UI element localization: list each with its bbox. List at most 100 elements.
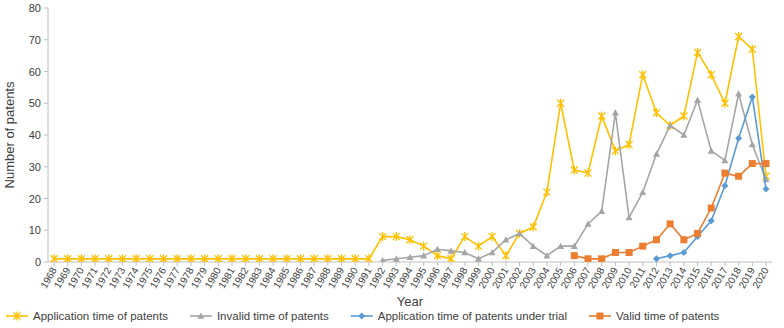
data-point bbox=[365, 254, 372, 262]
data-point bbox=[612, 249, 619, 256]
data-point bbox=[543, 188, 550, 197]
x-tick bbox=[697, 262, 698, 266]
data-point bbox=[598, 255, 605, 262]
data-point bbox=[92, 254, 99, 262]
data-point bbox=[571, 243, 578, 249]
data-point bbox=[735, 90, 742, 96]
x-axis-title: Year bbox=[397, 294, 424, 309]
data-point bbox=[598, 111, 605, 120]
x-tick bbox=[437, 262, 438, 266]
y-tick-label: 60 bbox=[29, 66, 41, 78]
x-tick bbox=[368, 262, 369, 266]
data-point bbox=[612, 109, 619, 115]
y-tick bbox=[44, 230, 48, 231]
x-tick bbox=[766, 262, 767, 266]
data-point bbox=[763, 185, 770, 192]
data-point bbox=[653, 151, 660, 157]
data-point bbox=[667, 252, 674, 259]
data-point bbox=[475, 255, 482, 261]
x-tick bbox=[204, 262, 205, 266]
data-point bbox=[667, 121, 674, 130]
plot-area bbox=[51, 32, 770, 262]
data-point bbox=[571, 165, 578, 174]
data-point bbox=[530, 223, 537, 232]
y-tick-label: 20 bbox=[29, 193, 41, 205]
x-tick bbox=[546, 262, 547, 266]
x-tick bbox=[629, 262, 630, 266]
data-point bbox=[639, 70, 646, 79]
data-point bbox=[626, 249, 633, 256]
data-point bbox=[749, 141, 756, 147]
data-point bbox=[680, 111, 687, 120]
y-tick bbox=[44, 71, 48, 72]
data-point bbox=[502, 251, 509, 260]
x-tick bbox=[656, 262, 657, 266]
data-point bbox=[721, 170, 728, 177]
data-point bbox=[680, 236, 687, 243]
chart: 0102030405060708019681969197019711972197… bbox=[0, 0, 784, 328]
x-tick bbox=[588, 262, 589, 266]
data-point bbox=[694, 97, 701, 103]
y-tick-label: 80 bbox=[29, 2, 41, 14]
y-tick-label: 70 bbox=[29, 34, 41, 46]
y-tick-label: 40 bbox=[29, 129, 41, 141]
x-tick bbox=[451, 262, 452, 266]
legend-label: Invalid time of patents bbox=[217, 310, 329, 322]
y-tick-label: 0 bbox=[35, 256, 41, 268]
data-point bbox=[557, 99, 564, 108]
data-point bbox=[639, 189, 646, 195]
data-point bbox=[51, 254, 58, 262]
data-point bbox=[174, 254, 181, 262]
data-point bbox=[393, 232, 400, 241]
data-point bbox=[78, 254, 85, 262]
data-point bbox=[407, 254, 414, 260]
legend-label: Application time of patents bbox=[33, 310, 168, 322]
x-tick bbox=[108, 262, 109, 266]
data-point bbox=[160, 254, 167, 262]
x-tick bbox=[683, 262, 684, 266]
data-point bbox=[735, 135, 742, 142]
data-point bbox=[311, 254, 318, 262]
data-point bbox=[749, 45, 756, 54]
x-tick bbox=[574, 262, 575, 266]
x-tick bbox=[423, 262, 424, 266]
x-tick bbox=[327, 262, 328, 266]
data-point bbox=[133, 254, 140, 262]
data-point bbox=[680, 132, 687, 138]
data-point bbox=[708, 205, 715, 212]
data-point bbox=[105, 254, 112, 262]
data-point bbox=[215, 254, 222, 262]
x-tick bbox=[560, 262, 561, 266]
data-point bbox=[585, 255, 592, 262]
data-point bbox=[749, 160, 756, 167]
x-tick bbox=[410, 262, 411, 266]
y-axis bbox=[48, 8, 49, 262]
data-point bbox=[639, 243, 646, 250]
x-tick bbox=[81, 262, 82, 266]
data-point bbox=[434, 251, 441, 260]
data-point bbox=[407, 235, 414, 244]
data-point bbox=[146, 254, 153, 262]
x-tick bbox=[382, 262, 383, 266]
x-tick bbox=[396, 262, 397, 266]
data-point bbox=[475, 242, 482, 251]
data-point bbox=[708, 70, 715, 79]
data-point bbox=[256, 254, 263, 262]
data-point bbox=[229, 254, 236, 262]
data-point bbox=[338, 254, 345, 262]
x-tick bbox=[464, 262, 465, 266]
legend-marker bbox=[358, 313, 365, 320]
data-point bbox=[721, 182, 728, 189]
x-tick bbox=[670, 262, 671, 266]
data-point bbox=[502, 236, 509, 242]
data-point bbox=[461, 232, 468, 241]
data-point bbox=[735, 173, 742, 180]
data-point bbox=[297, 254, 304, 262]
x-tick bbox=[273, 262, 274, 266]
data-point bbox=[694, 230, 701, 237]
y-tick bbox=[44, 198, 48, 199]
data-point bbox=[543, 252, 550, 258]
data-point bbox=[119, 254, 126, 262]
data-point bbox=[749, 93, 756, 100]
legend-marker bbox=[596, 313, 603, 320]
